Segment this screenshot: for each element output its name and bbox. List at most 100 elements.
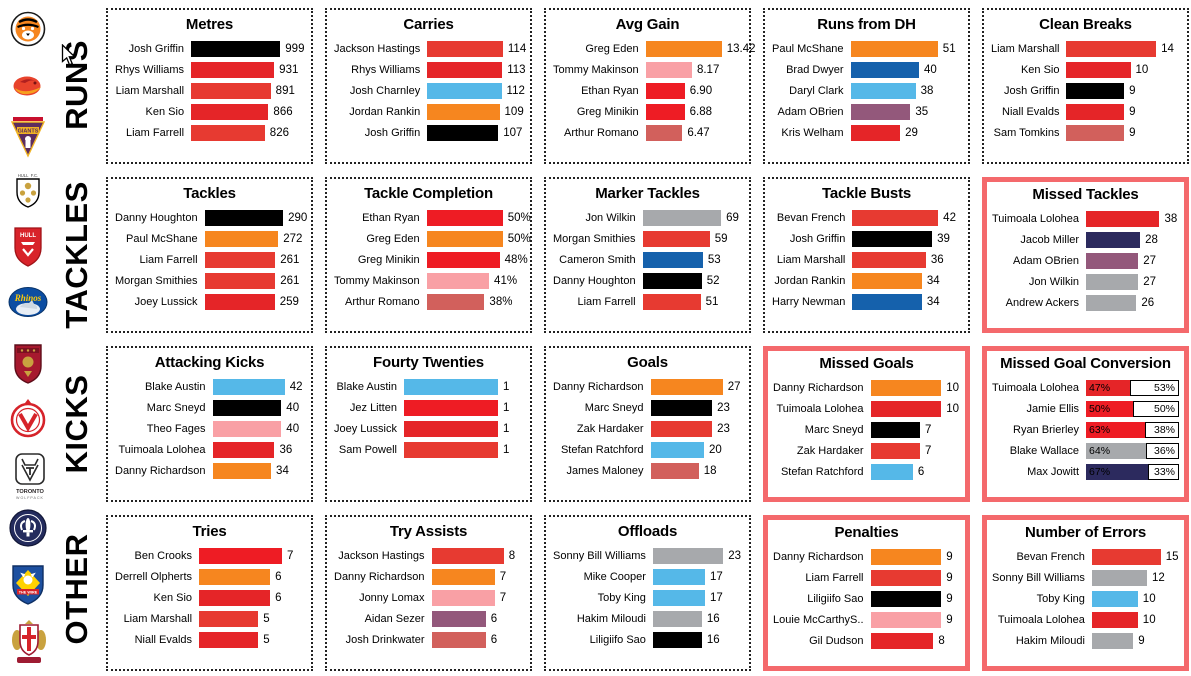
bar-value: 10 (1142, 593, 1156, 605)
st-helens-badge-icon (10, 399, 46, 438)
panel-title-missed-tackles: Missed Tackles (1032, 186, 1139, 203)
bar-label: Ken Sio (1020, 64, 1060, 76)
bar (191, 41, 281, 57)
bar-value: 28 (1145, 234, 1158, 246)
bar-label: Blake Austin (336, 381, 397, 393)
bar-track: 6 (431, 632, 524, 648)
bar-track: 40 (212, 421, 305, 437)
bars-missed-goals: Danny Richardson 10 Tuimoala Lolohea 10 Marc… (773, 380, 960, 480)
bar (850, 62, 920, 78)
bar-label: Ryan Brierley (1013, 424, 1080, 436)
bar-value: 16 (706, 613, 720, 625)
bar-value: 39 (937, 233, 950, 245)
bar (650, 379, 723, 395)
bar-value: 9 (1138, 635, 1145, 647)
logo-leeds-rhinos[interactable]: Rhinos (8, 285, 48, 324)
logo-catalans-dragons[interactable] (8, 71, 48, 106)
bar-label: James Maloney (566, 465, 644, 477)
bar-track: 10 (870, 401, 961, 417)
bar-value: 13.42 (726, 43, 756, 55)
segment-scored: 36% (1145, 443, 1179, 459)
bar (403, 442, 498, 458)
bar-label: Andrew Ackers (1005, 297, 1080, 309)
bar-track: 113 (427, 62, 526, 78)
bar-value: 38% (489, 296, 513, 308)
bar-value: 8 (508, 550, 516, 562)
bar-track: 107 (427, 125, 523, 141)
bar (645, 62, 692, 78)
bar-track: 290 (204, 210, 308, 226)
panel-avg-gain: Avg Gain Greg Eden 13.42 Tommy Makinson 8.17… (544, 8, 756, 164)
bar-label: Tuimoala Lolohea (992, 382, 1080, 394)
charts-grid: Metres Josh Griffin 999 Rhys Williams 931 Lia… (106, 8, 1189, 671)
bar (1066, 62, 1131, 78)
bar-track: 261 (204, 252, 304, 268)
bar-label: Bevan French (1016, 551, 1085, 563)
bar-label: Morgan Smithies (553, 233, 636, 245)
panel-title-marker-tackles: Marker Tackles (595, 185, 700, 202)
bar-track: 5 (199, 611, 304, 627)
bar-value: 290 (288, 212, 308, 224)
panel-offloads: Offloads Sonny Bill Williams 23 Mike Cooper… (544, 515, 751, 671)
panel-runs-from-dh: Runs from DH Paul McShane 51 Brad Dwyer 40 Da… (763, 8, 970, 164)
bar-label: Marc Sneyd (804, 424, 864, 436)
bar-label: Danny Richardson (773, 551, 864, 563)
bar-label: Liam Farrell (577, 296, 636, 308)
logo-st-helens[interactable] (8, 398, 48, 443)
logo-hull-fc[interactable]: HULL F.C. (8, 172, 48, 219)
bar-track: 52 (642, 273, 742, 289)
bar (212, 379, 285, 395)
bar-value: 8.17 (696, 64, 720, 76)
bar (1086, 274, 1139, 290)
bar-track: 38 (850, 83, 961, 99)
panel-attacking-kicks: Attacking Kicks Blake Austin 42 Marc Sneyd 4… (106, 346, 313, 502)
bar-track: 34 (212, 463, 305, 479)
bar-value: 34 (926, 275, 940, 287)
bar-track: 261 (204, 273, 304, 289)
bar-track: 53 (642, 252, 742, 268)
bar (652, 548, 724, 564)
logo-huddersfield-giants[interactable]: GIANTS (8, 116, 48, 163)
bar-value: 10 (1142, 614, 1156, 626)
bar-label: Jez Litten (349, 402, 397, 414)
bar (852, 273, 922, 289)
bar-track: 42 (212, 379, 305, 395)
segment-scored: 53% (1129, 380, 1179, 396)
cursor-arrow-icon (61, 43, 77, 66)
logo-toronto-wolfpack[interactable]: TORONTO WOLFPACK (8, 452, 48, 507)
logo-salford-red-devils[interactable] (8, 343, 48, 390)
panel-tackle-busts: Tackle Busts Bevan French 42 Josh Griffin 39… (763, 177, 970, 333)
logo-hull-kr[interactable]: HULL (8, 226, 48, 273)
bar (645, 125, 683, 141)
bar-track: 999 (191, 41, 304, 57)
bar-track: 16 (652, 632, 742, 648)
bar-label: Cameron Smith (559, 254, 636, 266)
bar-value: 18 (703, 465, 717, 477)
bar (852, 231, 933, 247)
bar-value: 9 (946, 593, 953, 605)
bar (645, 41, 722, 57)
bar-value: 34 (926, 296, 940, 308)
bar-track: 1 (403, 400, 523, 416)
bar-label: Josh Charnley (349, 85, 421, 97)
bar (650, 400, 713, 416)
bar-track: 36 (212, 442, 305, 458)
panel-title-tackle-busts: Tackle Busts (821, 185, 912, 202)
bar (427, 125, 499, 141)
panel-title-tackle-completion: Tackle Completion (364, 185, 493, 202)
logo-castleford-tigers[interactable] (8, 11, 48, 52)
bar-track: 1 (403, 442, 523, 458)
svg-text:GIANTS: GIANTS (18, 129, 39, 135)
logo-wakefield-trinity[interactable] (8, 506, 48, 555)
bar (191, 83, 271, 99)
logo-wigan-warriors[interactable] (8, 616, 48, 671)
panel-title-tackles: Tackles (183, 185, 236, 202)
bar-track: 8 (431, 548, 524, 564)
logo-warrington-wolves[interactable]: THE WIRE (8, 563, 48, 612)
bar-track: 42 (852, 210, 961, 226)
bar-label: Jacob Miller (1020, 234, 1080, 246)
bar-label: Niall Evalds (1002, 106, 1060, 118)
bar-label: Stefan Ratchford (780, 466, 864, 478)
bar-label: Liligiifo Sao (807, 593, 864, 605)
bar (204, 252, 276, 268)
